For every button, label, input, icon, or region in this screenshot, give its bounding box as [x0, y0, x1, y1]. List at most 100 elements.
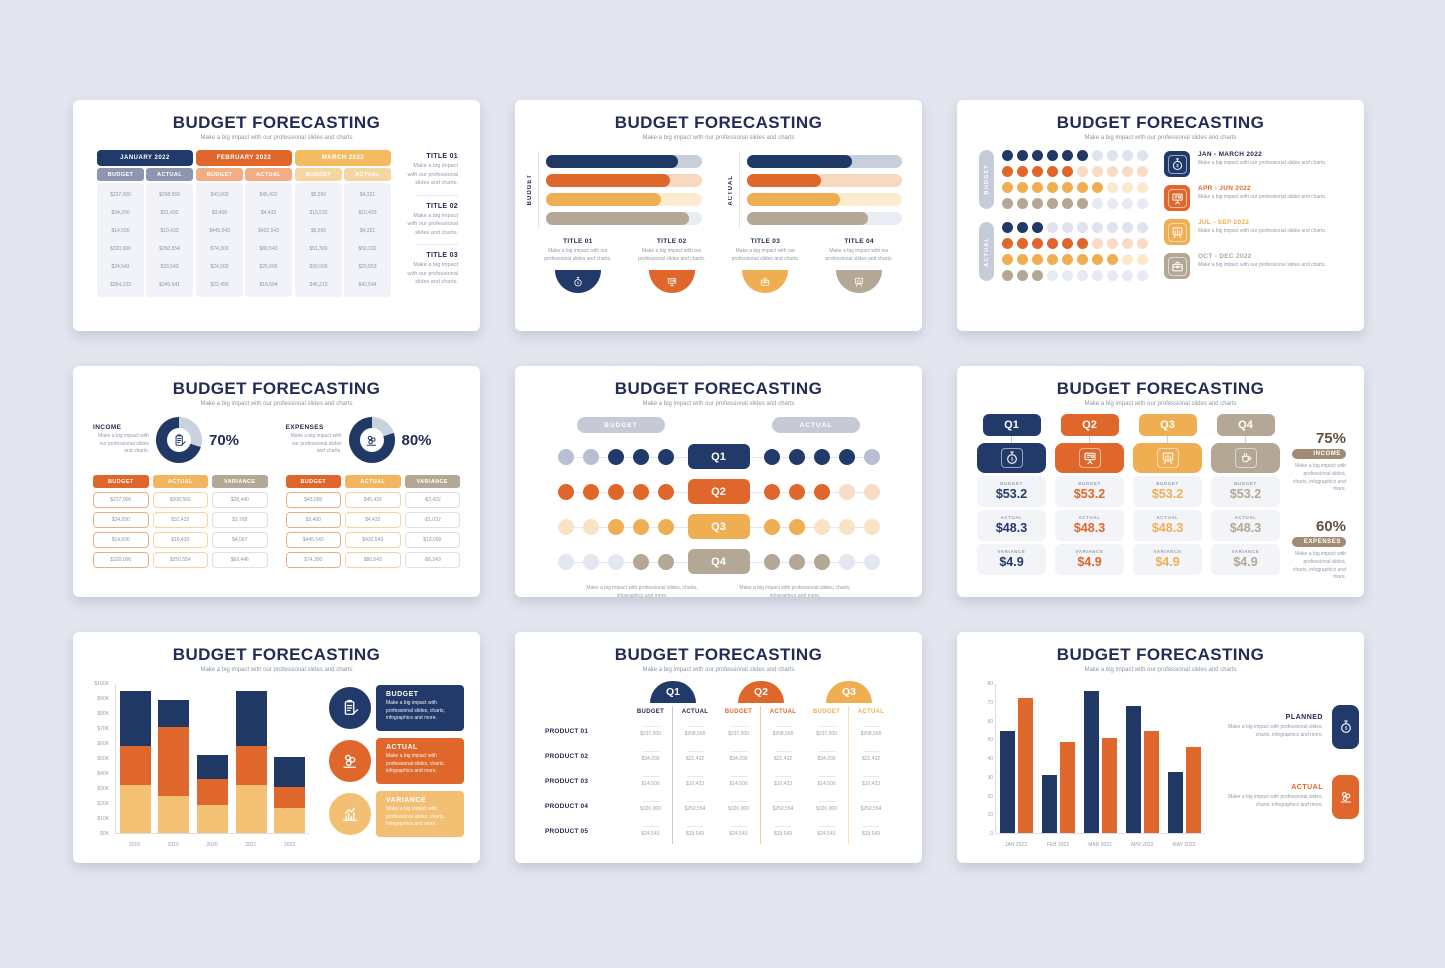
legend-title: PLANNED — [1285, 714, 1323, 722]
metric-value: $53.2 — [1073, 487, 1106, 501]
panel-heading: INCOME — [93, 424, 122, 432]
x-axis-labels: 2018 2019 2020 2021 2022 — [115, 842, 309, 848]
slide-body: JANUARY 2022 BUDGET ACTUAL $237,000 $34,200 $… — [73, 141, 480, 297]
banner-title: VARIANCE — [386, 797, 427, 804]
value-box: $34,200 — [93, 512, 149, 528]
slide-title: BUDGET FORECASTING — [172, 379, 381, 398]
dot — [657, 448, 674, 465]
progress-fill — [546, 212, 690, 225]
slide-subtitle: Make a big impact with our professional … — [200, 667, 353, 673]
dash — [863, 801, 879, 802]
dash — [642, 776, 659, 777]
x-tick-label: APR 2022 — [1130, 842, 1154, 848]
banner-body: VARIANCE Make a big impact with professio… — [376, 791, 464, 837]
metric-value: $48.3 — [1073, 521, 1106, 535]
value-cell: $24,000 — [210, 264, 229, 270]
dot — [863, 483, 880, 500]
slide-quarter-dots[interactable]: BUDGET FORECASTING Make a big impact wit… — [515, 366, 922, 597]
planned-bar — [1167, 772, 1183, 833]
budget-value-cell: $24,543 — [805, 819, 849, 844]
slide-body: $0K $10K $20K $30K $40K $50K $60K $70K $80K $90K $… — [73, 673, 480, 850]
legend-text: ACTUAL Make a big impact with professiona… — [1219, 784, 1323, 810]
dot — [582, 518, 599, 535]
column-pills: BUDGET ACTUAL — [515, 407, 922, 433]
slide-product-table[interactable]: BUDGET FORECASTING Make a big impact wit… — [515, 632, 922, 863]
dot — [838, 553, 855, 570]
dot — [1047, 222, 1058, 233]
item-title: TITLE 02 — [656, 238, 687, 245]
title-list: TITLE 01 Make a big impact with our profe… — [405, 150, 458, 297]
planned-bar — [1125, 705, 1141, 833]
slide-dot-matrix[interactable]: BUDGET FORECASTING Make a big impact wit… — [957, 100, 1364, 331]
cell-value: $320,000 — [728, 806, 749, 812]
stat-bar: EXPENSES — [1292, 537, 1346, 547]
dot — [863, 518, 880, 535]
budget-value-cell: $237,000 — [805, 719, 849, 744]
value-box: $80,543 — [345, 552, 401, 568]
dot-row — [1002, 198, 1148, 209]
money-report-icon — [1082, 450, 1098, 466]
dash — [730, 726, 747, 727]
dot — [788, 448, 805, 465]
dash — [642, 751, 659, 752]
progress-track — [546, 155, 702, 168]
month-header: JANUARY 2022 — [97, 150, 193, 166]
budget-value-cell: $320,000 — [805, 794, 849, 819]
value-box: -$6,243 — [404, 552, 460, 568]
stopwatch-icon: $ — [1170, 157, 1185, 172]
metric-box: VARIANCE $4.9 — [1211, 544, 1280, 575]
slide-month-table[interactable]: BUDGET FORECASTING Make a big impact wit… — [73, 100, 480, 331]
value-cell: $345,641 — [159, 282, 180, 288]
banner-desc: Make a big impact with professional slid… — [386, 753, 445, 774]
legend-text: JUL - SEP 2022 Make a big impact with our… — [1198, 219, 1326, 245]
dot — [763, 448, 780, 465]
dot-rows: Q1 Q2 Q3 Q4 — [515, 444, 922, 574]
dot — [763, 553, 780, 570]
column-pill: BUDGET — [285, 475, 341, 488]
x-tick-label: 2020 — [206, 842, 218, 848]
slide-header: BUDGET FORECASTING Make a big impact wit… — [515, 366, 922, 407]
metric-box: ACTUAL $48.3 — [977, 510, 1046, 541]
cell-value: $24,543 — [817, 831, 836, 837]
slide-quarter-cards[interactable]: BUDGET FORECASTING Make a big impact wit… — [957, 366, 1364, 597]
slide-stacked-bars[interactable]: BUDGET FORECASTING Make a big impact wit… — [73, 632, 480, 863]
slide-title: BUDGET FORECASTING — [614, 645, 823, 664]
cell-value: $237,000 — [728, 731, 749, 737]
cell-value: $250,554 — [860, 806, 882, 812]
slide-title: BUDGET FORECASTING — [172, 645, 381, 664]
dot — [1107, 254, 1118, 265]
bar-segment — [158, 699, 190, 727]
dot — [1017, 238, 1028, 249]
metric-box: ACTUAL $48.3 — [1055, 510, 1124, 541]
banner-icon-circle — [327, 738, 373, 784]
dash — [775, 726, 791, 727]
dot-row — [1002, 150, 1148, 161]
value-cell: $5,550 — [310, 192, 327, 198]
bar-segment — [274, 807, 306, 833]
legend-item: APR - JUN 2022 Make a big impact with our… — [1164, 185, 1348, 211]
connector-line — [1245, 436, 1246, 443]
item-desc: Make a big impact with our professional … — [544, 248, 612, 262]
actual-bar — [1060, 742, 1076, 833]
slide-donut-tables[interactable]: BUDGET FORECASTING Make a big impact wit… — [73, 366, 480, 597]
actual-pill: ACTUAL — [245, 168, 292, 181]
dash — [730, 751, 747, 752]
slide-grouped-bars[interactable]: BUDGET FORECASTING Make a big impact wit… — [957, 632, 1364, 863]
dot-matrix: BUDGET ACTUAL — [979, 150, 1148, 281]
dot — [1122, 222, 1133, 233]
legend-item: JUL - SEP 2022 Make a big impact with our… — [1164, 219, 1348, 245]
slide-subtitle: Make a big impact with our professional … — [1084, 135, 1237, 141]
title-label: TITLE 03 — [426, 252, 458, 260]
axis-label: BUDGET — [527, 174, 533, 206]
budget-pill: BUDGET — [295, 168, 342, 181]
slide-progress-bars[interactable]: BUDGET FORECASTING Make a big impact wit… — [515, 100, 922, 331]
cell-value: $208,560 — [772, 731, 794, 737]
chart-bars-icon — [340, 804, 360, 824]
dot — [1017, 270, 1028, 281]
metric-value: $48.3 — [995, 521, 1028, 535]
metric-box: ACTUAL $48.3 — [1211, 510, 1280, 541]
legend-desc: Make a big impact with our professional … — [1198, 194, 1327, 200]
dot — [1047, 166, 1058, 177]
section-label: BUDGET — [983, 164, 990, 195]
dash — [642, 801, 659, 802]
